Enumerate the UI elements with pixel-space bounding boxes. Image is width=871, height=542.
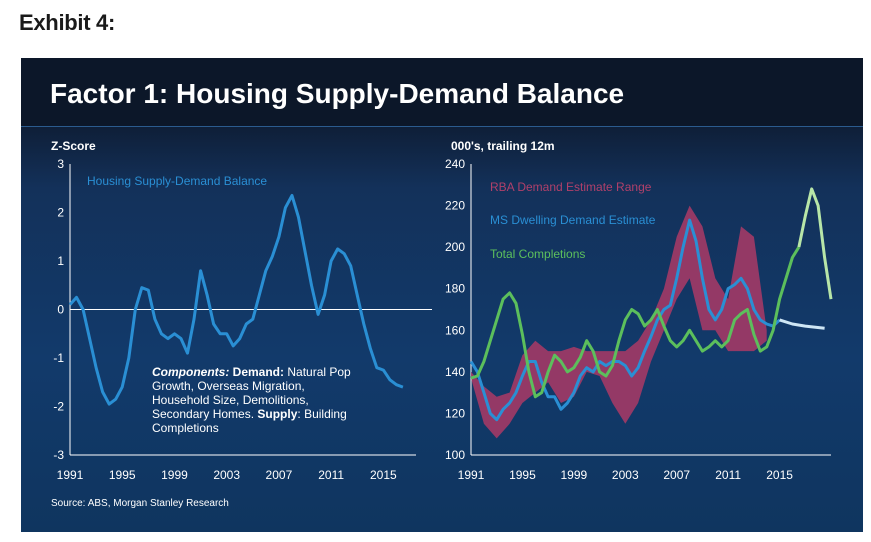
left-x-tick-label: 1995 — [109, 468, 136, 482]
left-x-tick-label: 2011 — [318, 468, 344, 482]
left-x-tick-label: 2015 — [370, 468, 397, 482]
right-y-tick-label: 180 — [445, 282, 465, 296]
right-y-tick-label: 200 — [445, 240, 465, 254]
right-y-tick-label: 220 — [445, 199, 465, 213]
header-divider — [21, 126, 863, 127]
left-x-tick-label: 2003 — [213, 468, 240, 482]
left-x-tick-label: 1991 — [57, 468, 84, 482]
right-y-tick-label: 240 — [445, 157, 465, 171]
legend-rba-range: RBA Demand Estimate Range — [490, 180, 652, 194]
right-y-tick-label: 120 — [445, 406, 465, 420]
right-x-tick-label: 1991 — [458, 468, 485, 482]
right-x-tick-label: 2007 — [663, 468, 690, 482]
balance-line — [68, 194, 404, 406]
left-y-tick-label: 1 — [57, 254, 64, 268]
left-y-tick-label: 2 — [57, 206, 64, 220]
right-y-tick-label: 100 — [445, 448, 465, 462]
panel-header: Factor 1: Housing Supply-Demand Balance — [21, 58, 863, 126]
annotation-line-3: Household Size, Demolitions, — [152, 393, 309, 407]
ms-demand-forecast-line — [779, 318, 825, 330]
chart-panel: Factor 1: Housing Supply-Demand Balance … — [21, 58, 863, 532]
right-x-tick-label: 2003 — [612, 468, 639, 482]
legend-completions: Total Completions — [490, 247, 585, 261]
components-annotation: Components: Demand: Natural Pop Growth, … — [152, 365, 351, 435]
right-x-tick-label: 2015 — [766, 468, 793, 482]
left-y-tick-label: 3 — [57, 157, 64, 171]
right-x-tick-label: 1999 — [561, 468, 588, 482]
right-y-axis-label: 000's, trailing 12m — [451, 139, 555, 153]
left-y-axis-label: Z-Score — [51, 139, 96, 153]
ms-demand-line — [469, 218, 781, 422]
annotation-line-1: Components: Demand: Natural Pop — [152, 365, 351, 379]
completions-forecast-line — [797, 187, 833, 300]
exhibit-label: Exhibit 4: — [19, 10, 116, 35]
charts-canvas: Z-Score 3 2 1 0 -1 -2 -3 1991 1995 1999 2003 2007 2… — [51, 139, 833, 482]
completions-line — [470, 246, 801, 399]
annotation-line-2: Growth, Overseas Migration, — [152, 379, 305, 393]
legend-ms-demand: MS Dwelling Demand Estimate — [490, 213, 656, 227]
panel-title: Factor 1: Housing Supply-Demand Balance — [50, 78, 625, 109]
source-note: Source: ABS, Morgan Stanley Research — [51, 498, 229, 509]
left-x-tick-label: 1999 — [161, 468, 188, 482]
left-y-tick-label: 0 — [57, 303, 64, 317]
annotation-line-4: Secondary Homes. Supply: Building — [152, 407, 347, 421]
right-chart: 000's, trailing 12m 240 220 200 180 160 140 12… — [445, 139, 833, 482]
annotation-line-5: Completions — [152, 421, 219, 435]
balance-series-label: Housing Supply-Demand Balance — [87, 174, 267, 188]
left-x-tick-label: 2007 — [266, 468, 293, 482]
rba-demand-range-band — [471, 205, 767, 439]
right-y-tick-label: 140 — [445, 365, 465, 379]
right-x-tick-label: 1995 — [509, 468, 536, 482]
left-y-tick-label: -3 — [53, 448, 64, 462]
left-y-tick-label: -1 — [53, 351, 64, 365]
left-chart: Z-Score 3 2 1 0 -1 -2 -3 1991 1995 1999 2003 2007 2… — [51, 139, 432, 482]
right-x-tick-label: 2011 — [715, 468, 741, 482]
right-y-tick-label: 160 — [445, 323, 465, 337]
left-y-tick-label: -2 — [53, 400, 64, 414]
